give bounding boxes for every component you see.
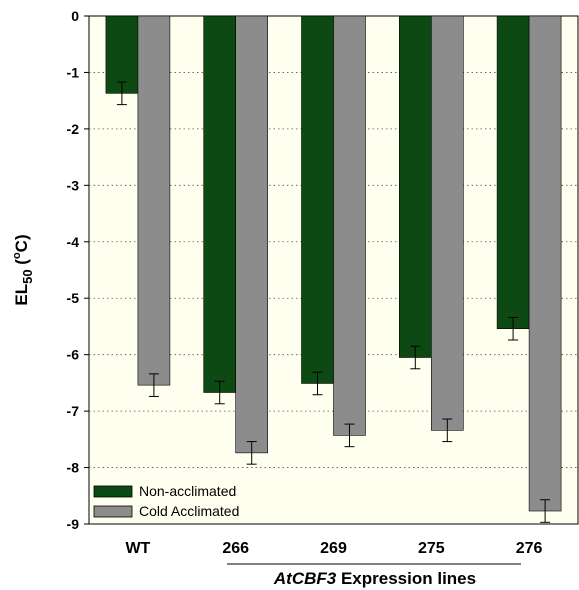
category-label-275: 275 xyxy=(418,540,445,557)
bar-non-acclimated-269 xyxy=(301,15,334,384)
x-axis-categories: WT 266 269 275 276 xyxy=(125,540,542,557)
bar-non-acclimated-266 xyxy=(203,15,236,393)
y-tick-label: -8 xyxy=(67,460,80,476)
y-axis-title-superscript: o xyxy=(11,252,23,259)
y-tick-label: -6 xyxy=(67,347,80,363)
bar-non-acclimated-276 xyxy=(496,15,530,330)
category-label-276: 276 xyxy=(516,540,543,557)
y-tick-label: -2 xyxy=(67,121,80,137)
bar-cold-acclimated-275 xyxy=(430,15,464,431)
bar-cold-acclimated-266 xyxy=(235,15,268,454)
y-axis-title: EL50 (oC) xyxy=(11,234,35,305)
legend-swatch-non-acclimated xyxy=(93,485,133,498)
y-tick-label: -9 xyxy=(67,516,80,532)
legend-label-cold-acclimated: Cold Acclimated xyxy=(139,503,239,519)
y-tick-label: -7 xyxy=(67,403,80,419)
bar-cold-acclimated-WT xyxy=(137,15,171,386)
legend-swatch-cold-acclimated xyxy=(93,505,133,518)
y-tick-label: -4 xyxy=(67,234,80,250)
legend-label-non-acclimated: Non-acclimated xyxy=(139,483,236,499)
category-label-266: 266 xyxy=(222,540,249,557)
error-bars xyxy=(116,81,551,523)
y-tick-label: 0 xyxy=(71,8,79,24)
category-label-269: 269 xyxy=(320,540,347,557)
y-tick-label: -1 xyxy=(67,64,80,80)
y-tick-label: -3 xyxy=(67,177,80,193)
x-axis-title-italic: AtCBF3 xyxy=(273,569,337,588)
y-axis-title-subscript: 50 xyxy=(20,269,35,283)
legend: Non-acclimated Cold Acclimated xyxy=(93,483,239,519)
x-axis-title: AtCBF3 Expression lines xyxy=(273,569,476,588)
y-tick-label: -5 xyxy=(67,290,80,306)
bar-cold-acclimated-269 xyxy=(333,15,366,436)
category-label-WT: WT xyxy=(125,540,150,557)
bar-cold-acclimated-276 xyxy=(528,15,562,512)
bars xyxy=(105,15,562,512)
y-axis-ticks: 0 -1 -2 -3 -4 -5 -6 -7 -8 -9 xyxy=(67,8,89,532)
bar-non-acclimated-275 xyxy=(398,15,432,358)
